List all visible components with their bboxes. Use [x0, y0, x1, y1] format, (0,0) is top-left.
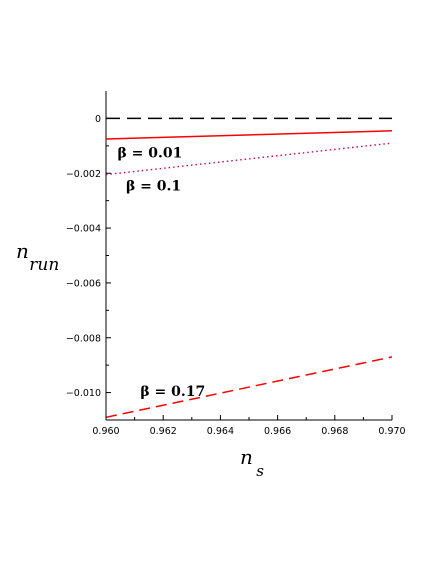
plot-frame: [105, 91, 392, 421]
y-tick-label: 0: [95, 114, 101, 125]
y-axis-label-main: n: [16, 239, 29, 263]
x-tick-label: 0.962: [150, 426, 177, 437]
annotation-2: β = 0.17: [140, 384, 205, 400]
x-tick-label: 0.970: [378, 426, 405, 437]
x-tick-label: 0.968: [321, 426, 348, 437]
y-tick-label: −0.008: [66, 333, 101, 344]
series-line-3: [105, 356, 393, 419]
x-tick-label: 0.960: [92, 426, 119, 437]
y-tick-label: −0.010: [66, 388, 101, 399]
series-line-2: [105, 142, 393, 176]
annotation-group: β = 0.01 β = 0.1 β = 0.17: [117, 146, 205, 401]
x-axis-label: n s: [240, 445, 264, 480]
annotation-0: β = 0.01: [117, 146, 182, 162]
x-axis-label-main: n: [240, 445, 253, 469]
y-axis-label: n run: [16, 239, 59, 275]
y-axis-label-sub: run: [29, 255, 59, 275]
y-tick-label: −0.002: [66, 169, 101, 180]
tick-group: 0.960 0.962 0.964 0.966 0.968 0.970 0 −0.002 −0.…: [66, 114, 406, 437]
x-axis-label-sub: s: [256, 462, 264, 480]
x-tick-label: 0.964: [207, 426, 234, 437]
series-group: [105, 117, 393, 419]
y-tick-label: −0.004: [66, 224, 101, 235]
x-tick-label: 0.966: [264, 426, 291, 437]
series-line-1: [105, 130, 393, 140]
annotation-1: β = 0.1: [126, 179, 181, 195]
y-tick-label: −0.006: [66, 278, 101, 289]
